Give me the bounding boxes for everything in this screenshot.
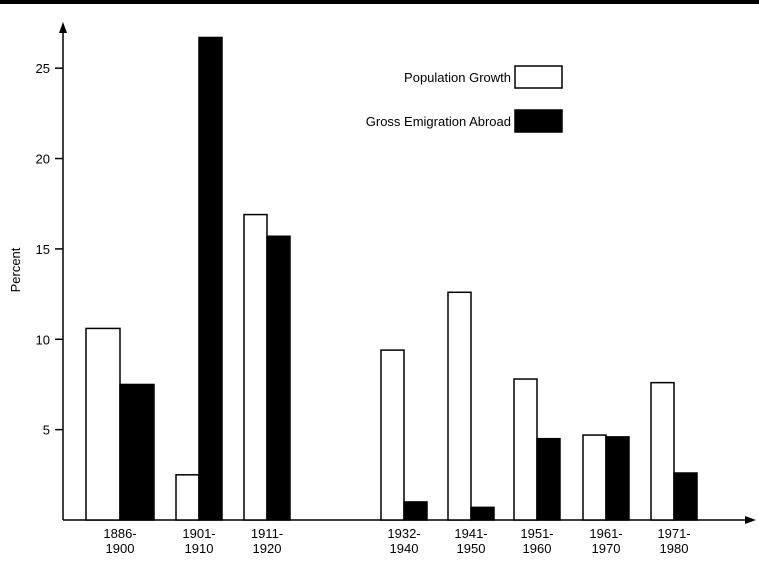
y-tick-label: 20 bbox=[36, 152, 50, 167]
x-tick-label: 1901-1910 bbox=[182, 526, 215, 556]
bar bbox=[513, 378, 538, 521]
x-tick-label: 1971-1980 bbox=[657, 526, 690, 556]
y-tick-label: 25 bbox=[36, 61, 50, 76]
x-axis-arrow bbox=[745, 516, 756, 524]
x-tick-label: 1951-1960 bbox=[520, 526, 553, 556]
x-tick-label: 1961-1970 bbox=[589, 526, 622, 556]
bar bbox=[85, 327, 121, 521]
y-axis-arrow bbox=[59, 22, 67, 33]
bar bbox=[403, 501, 428, 521]
bar bbox=[536, 437, 561, 521]
y-tick-label: 5 bbox=[43, 423, 50, 438]
bar bbox=[582, 434, 607, 521]
legend-swatch bbox=[514, 65, 563, 89]
bar bbox=[650, 381, 675, 521]
bar bbox=[198, 36, 223, 521]
y-axis-label: Percent bbox=[8, 247, 23, 292]
y-tick-label: 10 bbox=[36, 332, 50, 347]
legend-label: Gross Emigration Abroad bbox=[366, 114, 511, 129]
bar bbox=[243, 213, 268, 521]
bar bbox=[447, 291, 472, 521]
bar bbox=[266, 235, 291, 521]
bar bbox=[673, 472, 698, 521]
x-tick-label: 1932-1940 bbox=[387, 526, 420, 556]
top-rule bbox=[0, 0, 759, 4]
legend-swatch bbox=[514, 109, 563, 133]
bar bbox=[175, 474, 200, 521]
bar bbox=[605, 436, 630, 521]
bar bbox=[119, 383, 155, 521]
bar bbox=[470, 506, 495, 521]
y-tick-label: 15 bbox=[36, 242, 50, 257]
x-tick-label: 1886-1900 bbox=[103, 526, 136, 556]
x-tick-label: 1911-1920 bbox=[251, 526, 283, 556]
legend-label: Population Growth bbox=[404, 70, 511, 85]
x-tick-label: 1941-1950 bbox=[454, 526, 487, 556]
bar bbox=[380, 349, 405, 521]
